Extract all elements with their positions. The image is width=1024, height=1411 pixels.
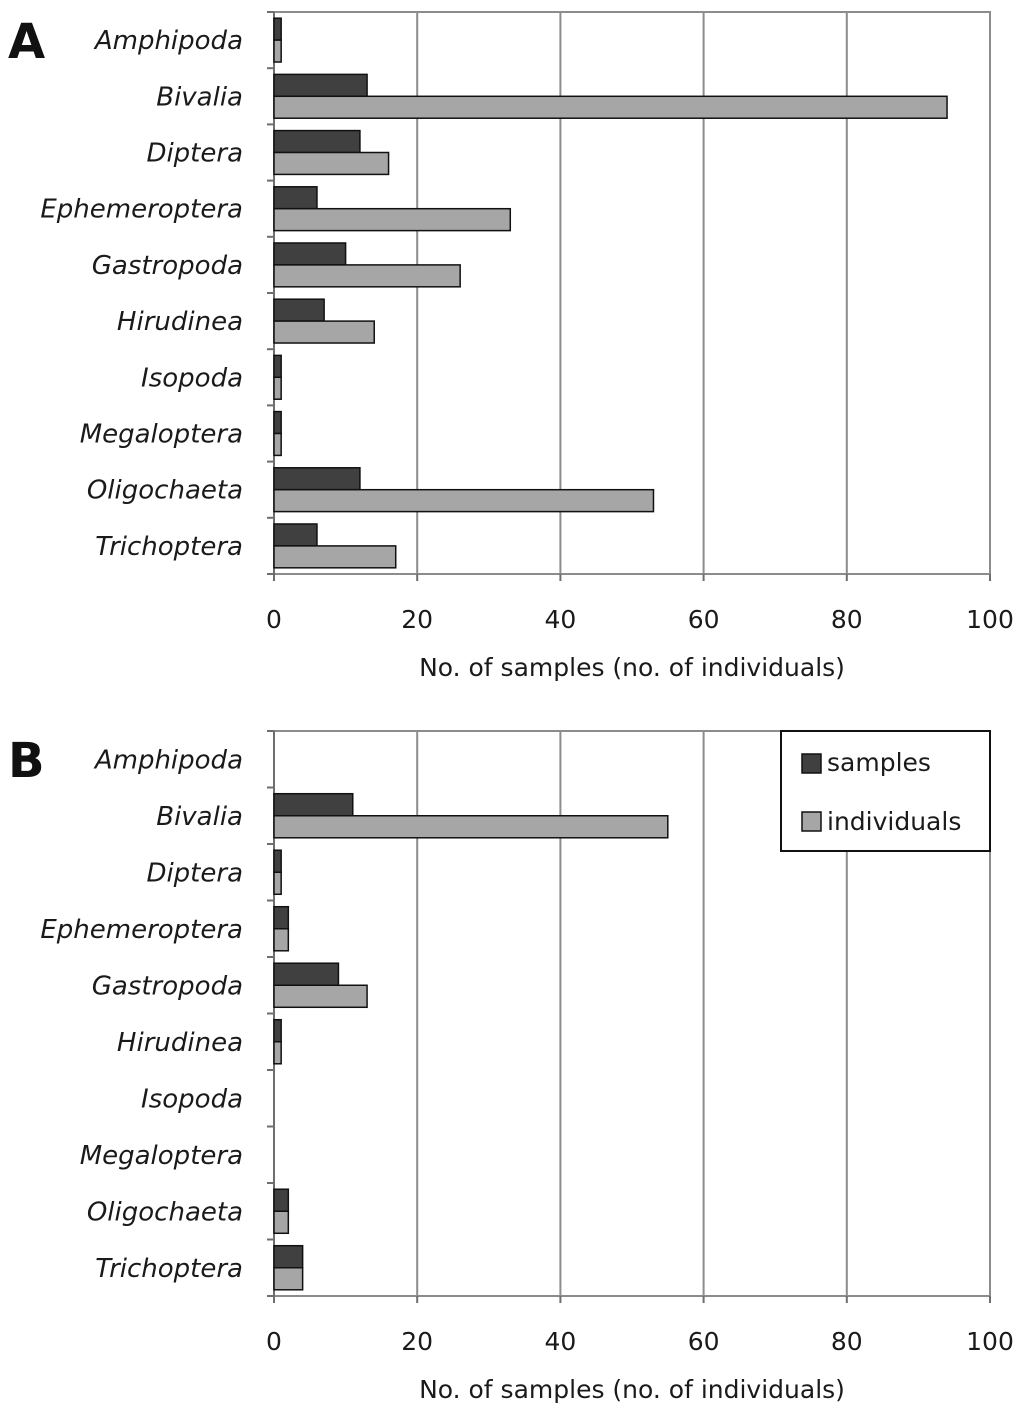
category-label: Isopoda [141, 363, 243, 393]
category-label: Oligochaeta [87, 476, 243, 506]
x-tick-label: 20 [401, 1327, 433, 1356]
bar-samples-trichoptera [273, 523, 318, 547]
bar-individuals-ephemeroptera [273, 207, 512, 232]
legend-label-samples: samples [827, 748, 931, 777]
x-tick-label: 40 [544, 1327, 576, 1356]
legend-swatch-individuals [801, 811, 822, 832]
x-axis-title: No. of samples (no. of individuals) [419, 653, 845, 682]
bar-individuals-trichoptera [273, 1267, 304, 1291]
bar-samples-diptera [273, 849, 282, 874]
bar-samples-oligochaeta [273, 1188, 290, 1212]
x-tick-label: 40 [544, 605, 576, 634]
category-label: Diptera [146, 858, 243, 888]
x-axis-title: No. of samples (no. of individuals) [419, 1375, 845, 1404]
bar-samples-trichoptera [273, 1244, 304, 1269]
panel-letter: B [8, 733, 45, 789]
category-label: Ephemeroptera [40, 915, 243, 945]
category-label: Amphipoda [93, 26, 243, 56]
bar-individuals-oligochaeta [273, 1210, 290, 1235]
category-label: Oligochaeta [87, 1197, 243, 1227]
bar-samples-hirudinea [273, 298, 325, 322]
bar-samples-oligochaeta [273, 467, 361, 491]
bar-individuals-trichoptera [273, 545, 397, 569]
bar-samples-bivalia [273, 792, 354, 817]
panel-letter: A [8, 14, 45, 70]
bar-samples-amphipoda [273, 17, 282, 41]
x-tick-label: 60 [688, 605, 720, 634]
category-label: Bivalia [156, 82, 243, 112]
x-tick-label: 0 [266, 1327, 282, 1356]
bar-individuals-bivalia [273, 815, 669, 839]
category-label: Gastropoda [92, 251, 243, 281]
bar-individuals-diptera [273, 151, 390, 176]
bar-individuals-bivalia [273, 95, 948, 119]
bar-samples-isopoda [273, 354, 282, 379]
category-label: Isopoda [141, 1084, 243, 1114]
x-tick-label: 80 [831, 1327, 863, 1356]
bar-individuals-megaloptera [273, 432, 282, 457]
bar-individuals-ephemeroptera [273, 928, 290, 952]
bar-samples-gastropoda [273, 962, 340, 987]
bar-individuals-hirudinea [273, 320, 375, 344]
bar-samples-diptera [273, 129, 361, 154]
bar-individuals-gastropoda [273, 264, 461, 288]
bar-samples-bivalia [273, 73, 368, 98]
panel-b-chart: 0 20 40 60 80 100 Amphipoda Bivalia Diptera Ephem… [8, 730, 1014, 1404]
category-label: Megaloptera [80, 1141, 243, 1171]
bar-samples-megaloptera [273, 410, 282, 435]
x-tick-label: 60 [688, 1327, 720, 1356]
bar-samples-ephemeroptera [273, 186, 318, 210]
category-label: Hirudinea [117, 1028, 243, 1058]
category-label: Trichoptera [95, 1254, 243, 1284]
category-label: Hirudinea [117, 307, 243, 337]
legend-label-individuals: individuals [827, 807, 961, 836]
x-tick-label: 0 [266, 605, 282, 634]
bar-samples-ephemeroptera [273, 905, 290, 930]
legend-swatch-samples [801, 753, 822, 774]
x-tick-label: 80 [831, 605, 863, 634]
bar-individuals-oligochaeta [273, 488, 655, 513]
category-label: Ephemeroptera [40, 195, 243, 225]
bar-individuals-diptera [273, 871, 282, 896]
x-tick-label: 20 [401, 605, 433, 634]
category-label: Gastropoda [92, 971, 243, 1001]
bar-samples-gastropoda [273, 242, 347, 266]
x-tick-label: 100 [966, 1327, 1014, 1356]
legend: samples individuals [780, 730, 991, 852]
panel-a-chart: 0 20 40 60 80 100 Amphipoda Bivalia Diptera Ephem… [8, 11, 1014, 682]
bar-individuals-gastropoda [273, 984, 368, 1009]
bar-individuals-isopoda [273, 376, 282, 400]
category-label: Bivalia [156, 802, 243, 832]
bar-samples-hirudinea [273, 1018, 282, 1043]
bar-individuals-amphipoda [273, 39, 282, 63]
category-label: Trichoptera [95, 532, 243, 562]
category-label: Megaloptera [80, 420, 243, 450]
bar-individuals-hirudinea [273, 1041, 282, 1065]
x-tick-label: 100 [966, 605, 1014, 634]
category-label: Diptera [146, 139, 243, 169]
category-label: Amphipoda [93, 745, 243, 775]
